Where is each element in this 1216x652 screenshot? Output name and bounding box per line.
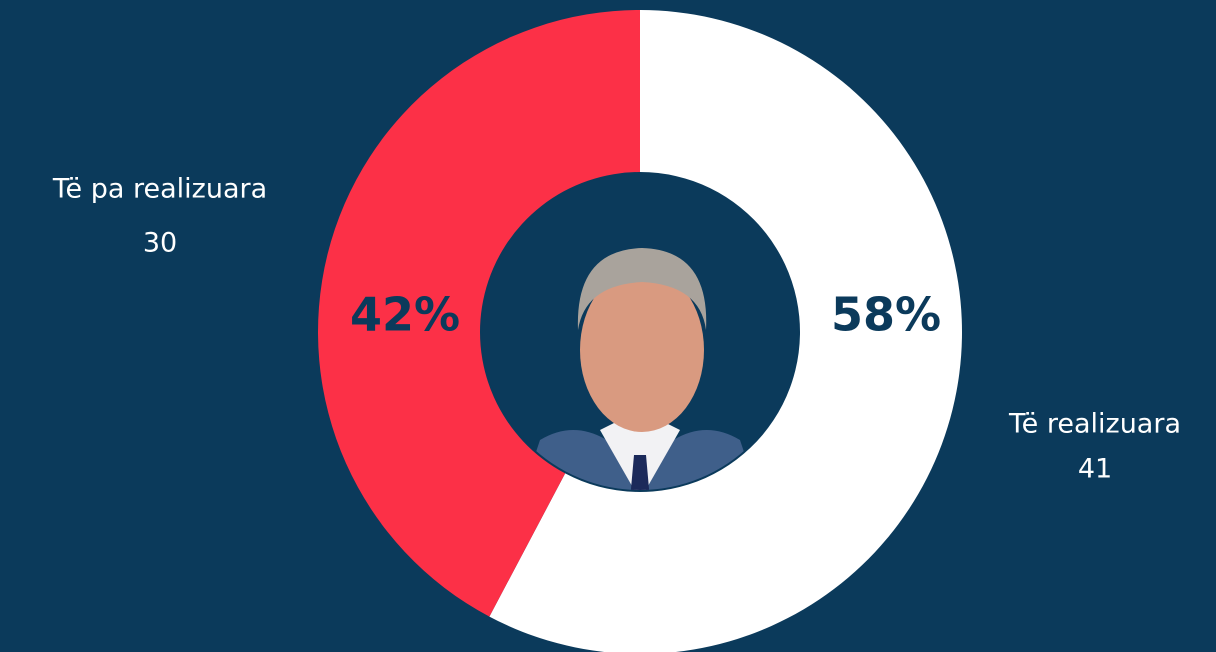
tie <box>630 455 650 490</box>
center-photo <box>482 174 798 490</box>
donut <box>317 10 962 652</box>
category-label: Të realizuara <box>1008 409 1181 440</box>
category-label: Të pa realizuara <box>52 174 267 205</box>
percent-label: 42% <box>350 288 460 342</box>
slice <box>489 10 962 652</box>
percent-label: 58% <box>831 288 941 342</box>
face <box>580 268 704 432</box>
slice <box>317 10 640 617</box>
value-label: 41 <box>1078 454 1112 485</box>
value-label: 30 <box>143 228 177 259</box>
hair <box>577 248 707 330</box>
